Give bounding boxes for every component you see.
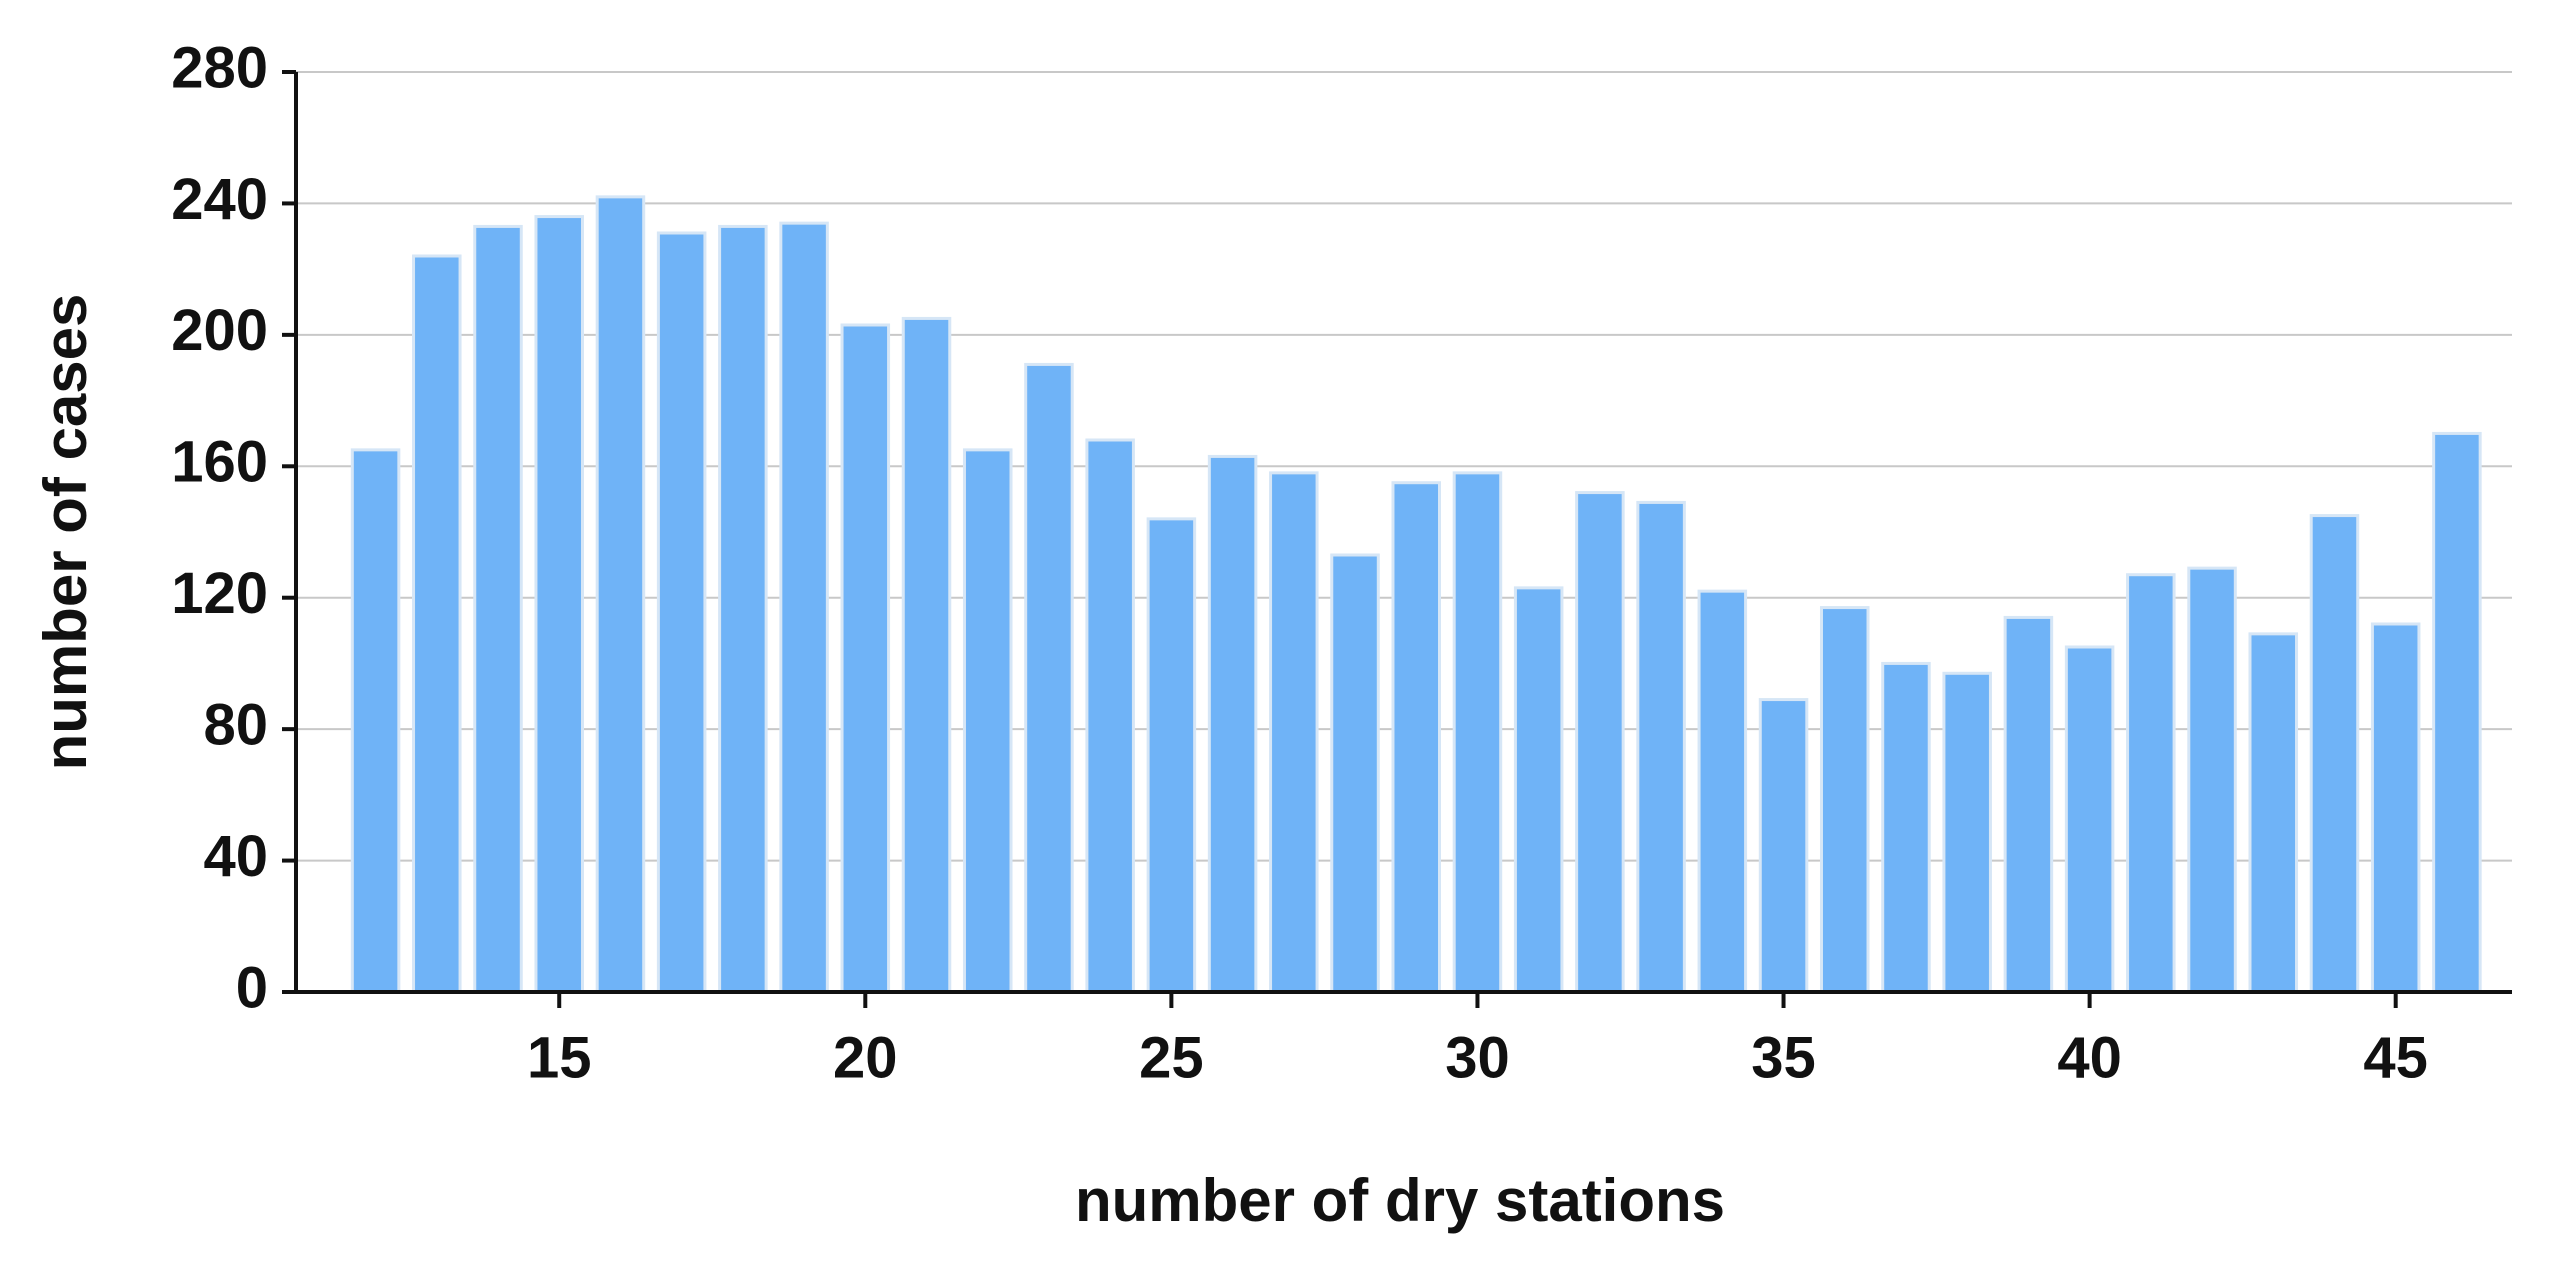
bar (1758, 698, 1809, 994)
y-tick-label: 200 (171, 298, 268, 363)
bar (840, 323, 891, 994)
y-axis-label: number of cases (32, 294, 99, 771)
bar (718, 224, 768, 994)
bar (2248, 632, 2299, 994)
bar (1819, 606, 1870, 994)
x-axis-label: number of dry stations (1075, 1167, 1725, 1234)
x-tick-label: 40 (2057, 1025, 2122, 1090)
bar (1513, 586, 1564, 994)
bar (1636, 500, 1686, 994)
bar (1330, 553, 1380, 994)
y-tick-label: 40 (203, 824, 268, 889)
y-tick-label: 80 (203, 692, 268, 757)
x-tick-label: 45 (2363, 1025, 2428, 1090)
bar (2370, 622, 2421, 994)
x-tick-label: 25 (1139, 1025, 1204, 1090)
bar (1269, 471, 1319, 994)
bar (1207, 454, 1258, 994)
bar (1085, 438, 1135, 994)
y-tick-label: 240 (171, 167, 268, 232)
y-tick-label: 120 (171, 561, 268, 626)
y-tick-label: 280 (171, 35, 268, 100)
bar (473, 224, 523, 994)
x-tick-label: 15 (527, 1025, 592, 1090)
bar (1146, 517, 1197, 994)
bar (2432, 431, 2482, 994)
bar (962, 448, 1013, 994)
bar (2187, 566, 2237, 994)
bar (2309, 514, 2360, 994)
bar (1024, 362, 1074, 994)
bar (1942, 671, 1992, 994)
bar (779, 221, 829, 994)
bar (1575, 491, 1625, 994)
bar (412, 254, 462, 994)
bar (1697, 589, 1748, 994)
x-tick-label: 20 (833, 1025, 898, 1090)
bar (1391, 481, 1442, 994)
bar (1452, 471, 1503, 994)
bar (595, 195, 646, 994)
bar (2003, 615, 2054, 994)
x-tick-label: 35 (1751, 1025, 1816, 1090)
bar (350, 448, 401, 994)
bar (2064, 645, 2115, 994)
y-tick-label: 160 (171, 430, 268, 495)
y-tick-label: 0 (236, 955, 268, 1020)
bar (2126, 573, 2176, 994)
bar (534, 215, 584, 994)
bar (901, 316, 952, 994)
bar (656, 231, 707, 994)
bar (1881, 661, 1931, 994)
x-tick-label: 30 (1445, 1025, 1510, 1090)
